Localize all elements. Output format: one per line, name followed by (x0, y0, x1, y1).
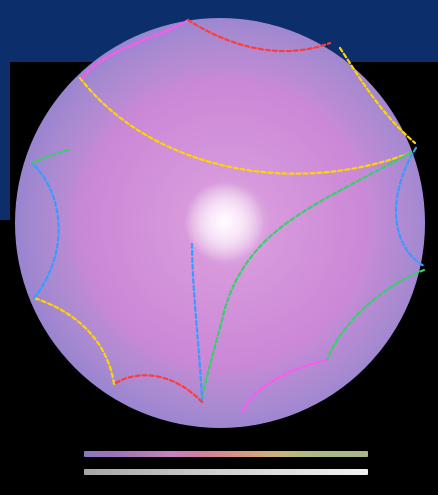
arc-outer-7 (112, 374, 204, 404)
arc-main-3 (190, 242, 204, 402)
background-panel-left (0, 0, 10, 220)
arc-outer-5 (325, 268, 426, 362)
arc-outer-8 (32, 296, 116, 386)
center-glow-shape (184, 182, 264, 262)
arc-outer-4 (394, 146, 426, 268)
arc-outer-3 (338, 46, 417, 145)
gray-scale-bar (84, 469, 368, 475)
arc-outer-10 (30, 148, 70, 165)
arc-main-2 (200, 151, 412, 402)
arc-outer-2 (186, 18, 332, 53)
color-scale-bar (84, 451, 368, 457)
hyperbolic-disk-image (10, 8, 430, 433)
arc-outer-6 (240, 358, 328, 415)
arc-main-1 (78, 76, 412, 175)
hyperbolic-disk-svg (15, 18, 426, 428)
tiling-arcs-group (30, 18, 426, 415)
arc-outer-1 (80, 18, 190, 80)
arc-outer-9 (30, 161, 60, 300)
